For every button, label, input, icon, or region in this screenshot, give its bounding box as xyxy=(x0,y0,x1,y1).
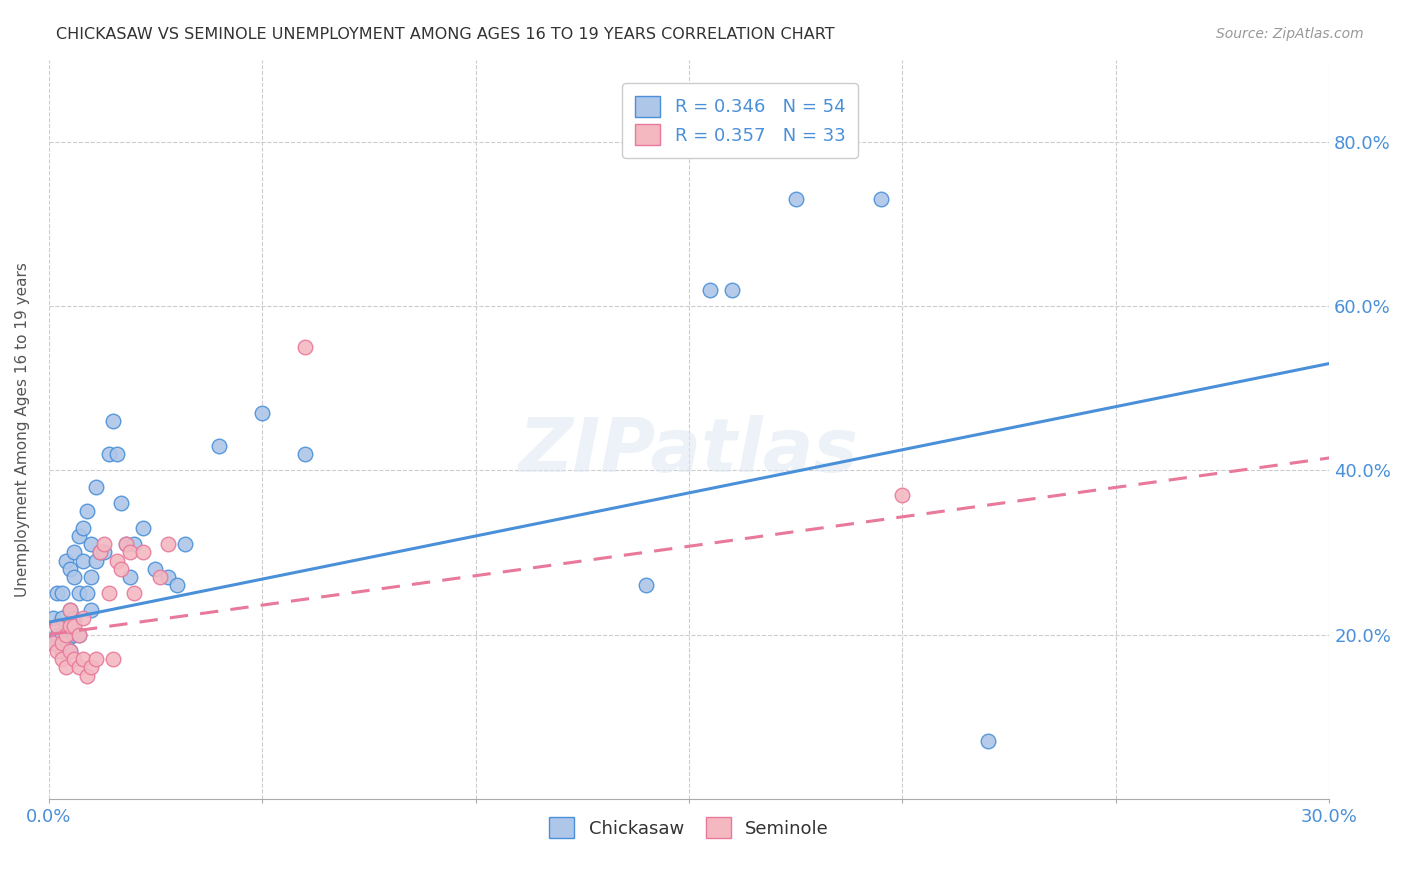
Point xyxy=(55,636,77,650)
Point xyxy=(977,734,1000,748)
Point xyxy=(63,545,86,559)
Point xyxy=(145,562,167,576)
Point xyxy=(110,496,132,510)
Point xyxy=(101,652,124,666)
Point xyxy=(131,521,153,535)
Point xyxy=(80,537,103,551)
Point xyxy=(89,545,111,559)
Point xyxy=(55,554,77,568)
Point xyxy=(122,586,145,600)
Point xyxy=(93,537,115,551)
Point xyxy=(46,586,69,600)
Point xyxy=(97,447,120,461)
Text: CHICKASAW VS SEMINOLE UNEMPLOYMENT AMONG AGES 16 TO 19 YEARS CORRELATION CHART: CHICKASAW VS SEMINOLE UNEMPLOYMENT AMONG… xyxy=(56,27,835,42)
Point xyxy=(157,570,180,584)
Point xyxy=(67,529,90,543)
Point xyxy=(80,603,103,617)
Point xyxy=(294,447,316,461)
Point xyxy=(72,554,94,568)
Point xyxy=(67,627,90,641)
Point xyxy=(72,521,94,535)
Point xyxy=(67,660,90,674)
Point xyxy=(105,447,128,461)
Point xyxy=(63,570,86,584)
Point xyxy=(80,570,103,584)
Point xyxy=(63,619,86,633)
Text: ZIPatlas: ZIPatlas xyxy=(519,415,859,488)
Point xyxy=(80,660,103,674)
Point xyxy=(72,611,94,625)
Point xyxy=(51,644,73,658)
Point xyxy=(42,636,65,650)
Point xyxy=(46,619,69,633)
Point xyxy=(118,545,141,559)
Point xyxy=(89,545,111,559)
Point xyxy=(250,406,273,420)
Point xyxy=(166,578,188,592)
Y-axis label: Unemployment Among Ages 16 to 19 years: Unemployment Among Ages 16 to 19 years xyxy=(15,261,30,597)
Point xyxy=(105,554,128,568)
Point xyxy=(84,652,107,666)
Point xyxy=(636,578,658,592)
Point xyxy=(93,545,115,559)
Point xyxy=(55,660,77,674)
Point xyxy=(51,627,73,641)
Point xyxy=(59,562,82,576)
Point xyxy=(59,603,82,617)
Point xyxy=(208,439,231,453)
Point xyxy=(157,537,180,551)
Point xyxy=(67,627,90,641)
Point xyxy=(55,627,77,641)
Point xyxy=(63,652,86,666)
Point xyxy=(63,611,86,625)
Point xyxy=(84,554,107,568)
Point xyxy=(131,545,153,559)
Point xyxy=(51,586,73,600)
Point xyxy=(101,414,124,428)
Point xyxy=(870,192,893,206)
Point xyxy=(72,652,94,666)
Point xyxy=(720,283,742,297)
Point xyxy=(114,537,136,551)
Point xyxy=(76,668,98,682)
Point xyxy=(76,586,98,600)
Point xyxy=(46,644,69,658)
Point xyxy=(51,652,73,666)
Point xyxy=(55,619,77,633)
Point xyxy=(63,627,86,641)
Point xyxy=(46,627,69,641)
Point xyxy=(59,619,82,633)
Point xyxy=(59,603,82,617)
Point xyxy=(891,488,914,502)
Point xyxy=(51,611,73,625)
Point xyxy=(59,619,82,633)
Point xyxy=(97,586,120,600)
Point xyxy=(122,537,145,551)
Text: Source: ZipAtlas.com: Source: ZipAtlas.com xyxy=(1216,27,1364,41)
Point xyxy=(51,636,73,650)
Point xyxy=(699,283,721,297)
Point xyxy=(59,644,82,658)
Point xyxy=(76,504,98,518)
Point xyxy=(110,562,132,576)
Legend: Chickasaw, Seminole: Chickasaw, Seminole xyxy=(541,810,837,846)
Point xyxy=(118,570,141,584)
Point xyxy=(174,537,197,551)
Point xyxy=(149,570,172,584)
Point xyxy=(42,611,65,625)
Point xyxy=(67,586,90,600)
Point xyxy=(294,340,316,354)
Point xyxy=(84,480,107,494)
Point xyxy=(42,636,65,650)
Point xyxy=(785,192,807,206)
Point xyxy=(59,644,82,658)
Point xyxy=(114,537,136,551)
